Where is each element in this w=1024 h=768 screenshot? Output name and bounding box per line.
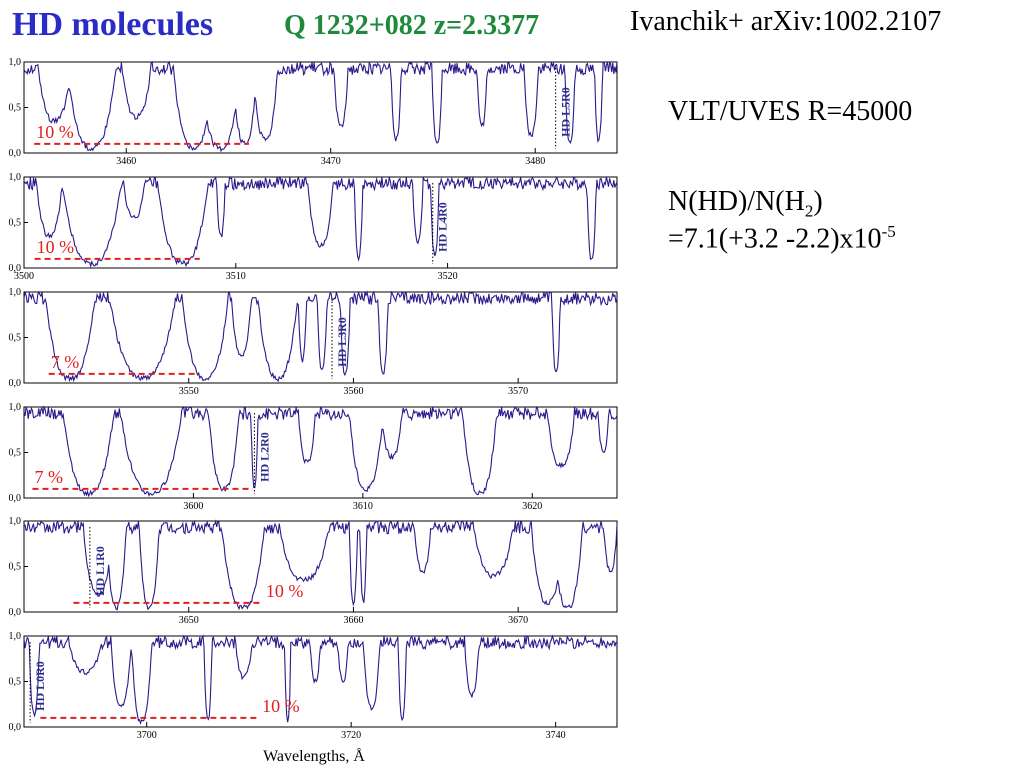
x-tick-label: 3480 bbox=[525, 156, 545, 167]
ratio-value-pre: =7.1(+3.2 -2.2)x10 bbox=[668, 223, 882, 255]
spectrum-panel-3: 0,0 0,5 1,0 3550 3560 3570 7 % HD L3R0 bbox=[9, 287, 618, 397]
reference-citation: Ivanchik+ arXiv:1002.2107 bbox=[630, 6, 942, 37]
x-tick-label: 3700 bbox=[137, 730, 157, 741]
spectrum-panel-1: 0,0 0,5 1,0 3460 3470 3480 10 % HD L5R0 bbox=[9, 57, 618, 167]
slide-title: HD molecules bbox=[12, 6, 214, 43]
spectrum-panel-4: 0,0 0,5 1,0 3600 3610 3620 7 % HD L2R0 bbox=[9, 402, 618, 512]
y-tick-label: 1,0 bbox=[9, 57, 22, 68]
percent-level-label: 10 % bbox=[36, 122, 74, 142]
percent-level-label: 10 % bbox=[37, 237, 75, 257]
ratio-label-pre: N(HD)/N(H bbox=[668, 186, 805, 217]
quasar-designation: Q 1232+082 z=2.3377 bbox=[284, 10, 540, 41]
hd-line-label: HD L5R0 bbox=[559, 87, 573, 137]
x-tick-label: 3510 bbox=[226, 271, 246, 282]
percent-level-label: 10 % bbox=[262, 696, 300, 716]
spectrum-panel-5: 0,0 0,5 1,0 3650 3660 3670 10 % HD L1R0 bbox=[9, 516, 618, 626]
x-axis-label: Wavelengths, Å bbox=[263, 747, 365, 765]
x-tick-label: 3610 bbox=[353, 501, 373, 512]
spectrum-line bbox=[23, 634, 618, 725]
ratio-label-sub: 2 bbox=[804, 201, 814, 221]
panel-frame bbox=[23, 61, 618, 154]
x-tick-label: 3520 bbox=[438, 271, 458, 282]
percent-level-label: 7 % bbox=[34, 467, 63, 487]
y-tick-label: 0,5 bbox=[9, 448, 22, 459]
percent-level-label: 7 % bbox=[51, 352, 79, 372]
x-tick-label: 3460 bbox=[116, 156, 136, 167]
y-tick-label: 1,0 bbox=[9, 287, 22, 298]
hd-line-label: HD L3R0 bbox=[335, 317, 349, 367]
panel-frame bbox=[23, 520, 618, 613]
hd-line-label: HD L0R0 bbox=[33, 661, 47, 711]
y-tick-label: 0,5 bbox=[9, 218, 22, 229]
y-tick-label: 0,0 bbox=[9, 378, 22, 389]
spectrum-panel-6: 0,0 0,5 1,0 3700 3720 3740 10 % HD L0R0 bbox=[9, 631, 618, 741]
y-tick-label: 1,0 bbox=[9, 402, 22, 413]
y-tick-label: 0,5 bbox=[9, 562, 22, 573]
x-tick-label: 3620 bbox=[522, 501, 542, 512]
x-tick-label: 3740 bbox=[546, 730, 566, 741]
y-tick-label: 1,0 bbox=[9, 516, 22, 527]
hd-line-label: HD L4R0 bbox=[436, 202, 450, 252]
y-tick-label: 0,5 bbox=[9, 677, 22, 688]
x-tick-label: 3670 bbox=[508, 615, 528, 626]
spectrum-line bbox=[23, 405, 618, 498]
y-tick-label: 0,0 bbox=[9, 607, 22, 618]
y-tick-label: 0,0 bbox=[9, 722, 22, 733]
ratio-label: N(HD)/N(H2) bbox=[668, 186, 823, 222]
ratio-value: =7.1(+3.2 -2.2)x10-5 bbox=[668, 222, 896, 255]
ratio-value-sup: -5 bbox=[881, 222, 896, 241]
y-tick-label: 0,0 bbox=[9, 263, 22, 274]
x-tick-label: 3560 bbox=[343, 386, 363, 397]
panel-frame bbox=[23, 291, 618, 384]
y-tick-label: 1,0 bbox=[9, 631, 22, 642]
x-tick-label: 3720 bbox=[341, 730, 361, 741]
x-tick-label: 3570 bbox=[508, 386, 528, 397]
y-tick-label: 1,0 bbox=[9, 172, 22, 183]
y-tick-label: 0,5 bbox=[9, 333, 22, 344]
spectrum-line bbox=[23, 60, 618, 153]
y-tick-label: 0,0 bbox=[9, 148, 22, 159]
y-tick-label: 0,0 bbox=[9, 493, 22, 504]
x-tick-label: 3660 bbox=[343, 615, 363, 626]
spectrum-line bbox=[23, 290, 618, 383]
x-tick-label: 3470 bbox=[321, 156, 341, 167]
panel-frame bbox=[23, 176, 618, 269]
x-tick-label: 3500 bbox=[14, 271, 34, 282]
spectrum-line bbox=[23, 519, 618, 611]
hd-line-label: HD L2R0 bbox=[257, 432, 271, 482]
spectrum-panel-2: 0,0 0,5 1,0 3500 3510 3520 10 % HD L4R0 bbox=[9, 172, 618, 282]
instrument-note: VLT/UVES R=45000 bbox=[668, 96, 913, 127]
x-tick-label: 3600 bbox=[183, 501, 203, 512]
ratio-label-post: ) bbox=[813, 186, 823, 217]
x-tick-label: 3550 bbox=[179, 386, 199, 397]
hd-line-label: HD L1R0 bbox=[93, 546, 107, 596]
x-tick-label: 3650 bbox=[179, 615, 199, 626]
y-tick-label: 0,5 bbox=[9, 103, 22, 114]
spectrum-line bbox=[23, 175, 618, 269]
percent-level-label: 10 % bbox=[266, 581, 304, 601]
